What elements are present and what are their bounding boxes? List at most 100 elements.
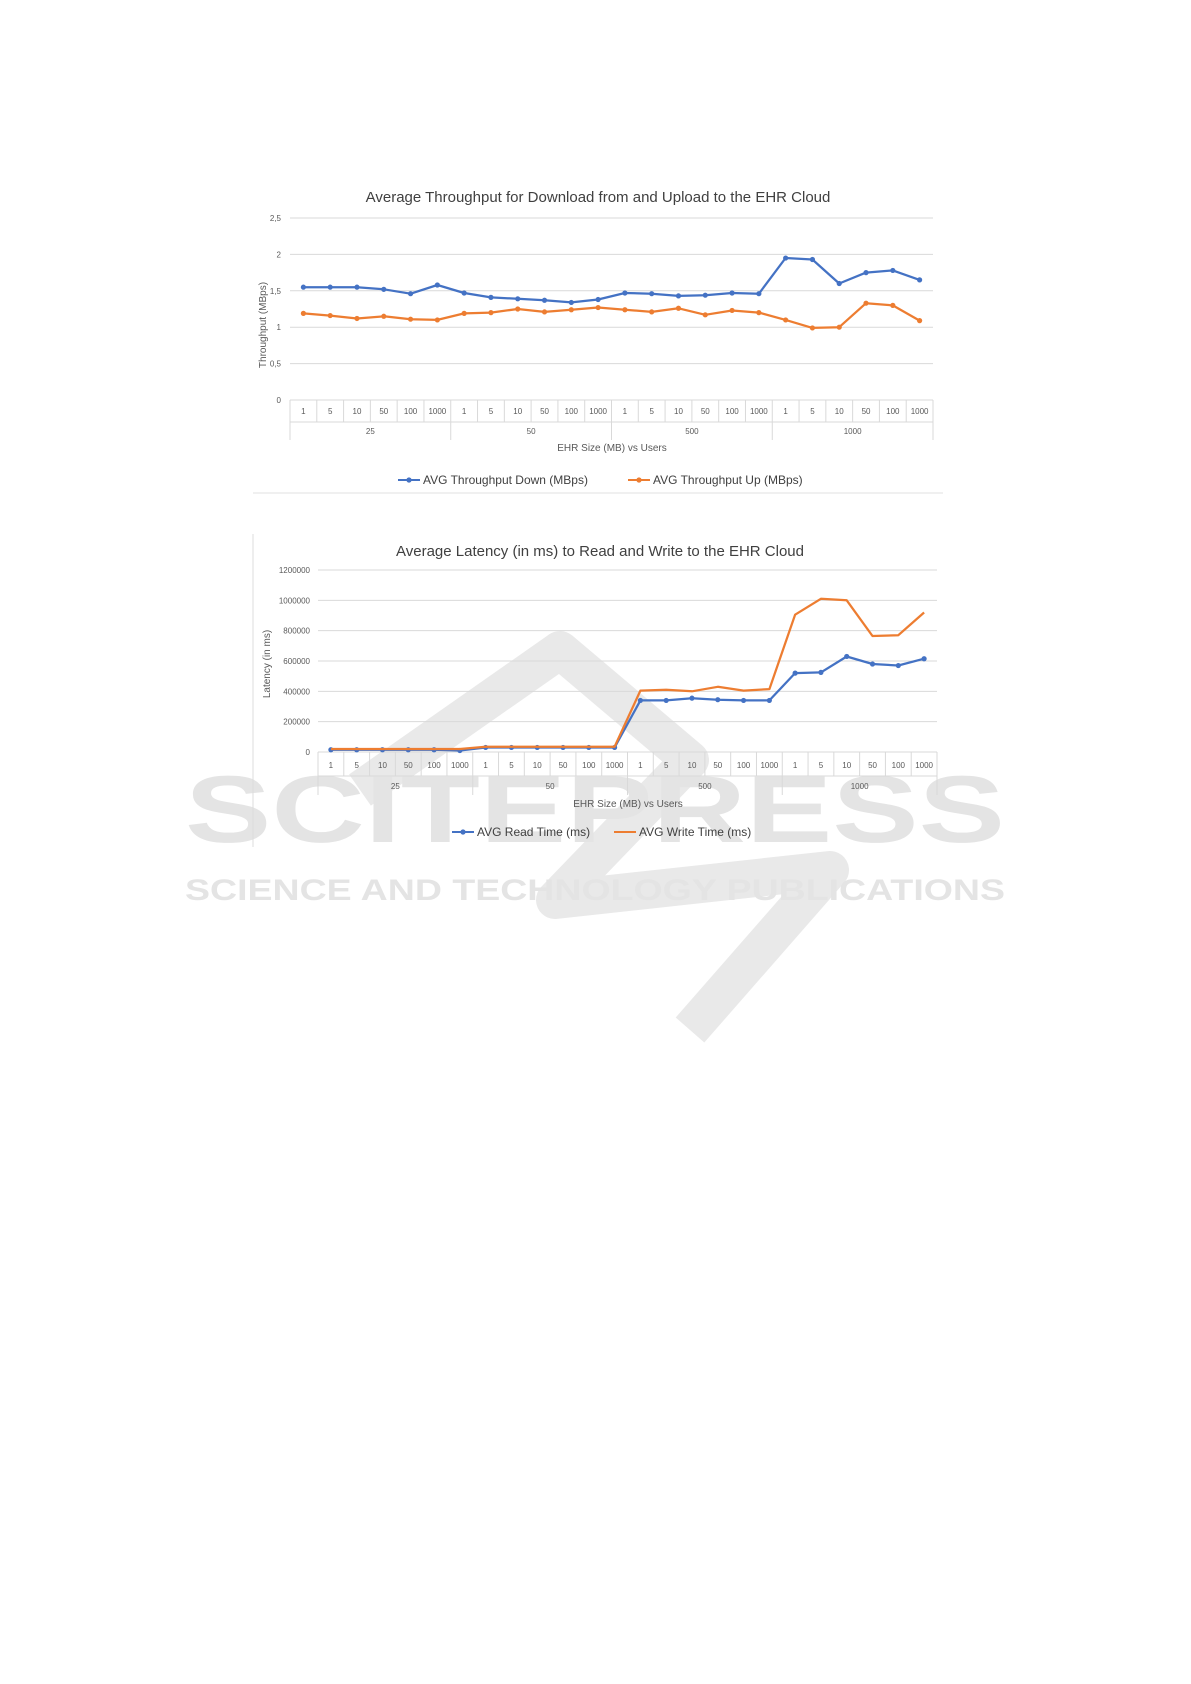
- x-tick-label: 100: [892, 761, 906, 770]
- data-point: [675, 305, 682, 311]
- data-point: [407, 316, 414, 322]
- x-tick-label: 1: [462, 407, 467, 416]
- y-tick-label: 200000: [283, 718, 310, 727]
- y-tick-label: 2,5: [270, 214, 282, 223]
- chart-title: Average Throughput for Download from and…: [366, 189, 831, 206]
- category-axis: 1 5 10 50 100 1000 1 5 10 50 100 1000 1 5 10 50 100 1000 1…: [317, 751, 938, 795]
- y-tick-label: 800000: [283, 627, 310, 636]
- data-point: [890, 302, 896, 308]
- x-tick-label: 1000: [451, 761, 469, 770]
- watermark-word: SCITEPRESS: [185, 757, 1005, 863]
- data-point: [541, 309, 548, 315]
- legend-label: AVG Throughput Down (MBps): [423, 473, 588, 487]
- y-axis-title: Latency (in ms): [262, 630, 273, 698]
- x-tick-label: 1000: [760, 761, 778, 770]
- chart-title: Average Latency (in ms) to Read and Writ…: [396, 543, 804, 560]
- y-tick-label: 400000: [283, 687, 310, 696]
- watermark-logo-shape: [349, 631, 849, 1043]
- x-tick-label: 100: [725, 407, 739, 416]
- group-label: 50: [527, 427, 536, 436]
- data-point: [649, 291, 655, 297]
- x-tick-label: 1000: [750, 407, 768, 416]
- x-tick-label: 1: [301, 407, 306, 416]
- x-tick-label: 5: [328, 407, 333, 416]
- y-axis-title: Throughput (MBps): [258, 282, 269, 368]
- data-point: [729, 307, 735, 314]
- data-point: [917, 318, 923, 324]
- data-point: [756, 310, 762, 316]
- x-tick-label: 5: [819, 761, 824, 770]
- x-tick-label: 100: [427, 761, 441, 770]
- y-tick-label: 0: [277, 396, 282, 405]
- x-tick-label: 10: [533, 761, 542, 770]
- data-point: [729, 290, 735, 296]
- data-point: [407, 291, 414, 297]
- x-tick-label: 1000: [911, 407, 929, 416]
- data-point: [702, 312, 708, 318]
- data-series: [300, 255, 923, 331]
- data-point: [568, 299, 574, 306]
- series-line: [303, 302, 921, 330]
- x-tick-label: 100: [404, 407, 418, 416]
- data-point: [381, 313, 387, 319]
- x-tick-label: 50: [540, 407, 549, 416]
- y-tick-label: 1000000: [279, 596, 311, 605]
- x-tick-label: 1000: [428, 407, 446, 416]
- legend-label: AVG Throughput Up (MBps): [653, 473, 803, 487]
- legend: AVG Read Time (ms) AVG Write Time (ms): [452, 825, 751, 839]
- data-point: [354, 315, 360, 322]
- data-point: [461, 290, 467, 296]
- data-point: [327, 284, 333, 290]
- y-tick-label: 0,5: [270, 360, 282, 369]
- x-tick-label: 5: [509, 761, 514, 770]
- x-tick-label: 10: [513, 407, 522, 416]
- x-tick-label: 1: [783, 407, 788, 416]
- group-label: 25: [366, 427, 375, 436]
- data-point: [637, 697, 643, 704]
- watermark-tagline: SCIENCE AND TECHNOLOGY PUBLICATIONS: [185, 874, 1005, 907]
- x-tick-label: 1: [638, 761, 643, 770]
- data-point: [818, 669, 824, 675]
- data-point: [381, 286, 387, 292]
- series-line: [303, 256, 920, 304]
- data-point: [783, 317, 789, 323]
- x-tick-label: 1: [329, 761, 334, 770]
- x-tick-label: 100: [565, 407, 579, 416]
- legend-marker: [636, 477, 642, 483]
- legend-marker: [460, 829, 466, 835]
- x-tick-label: 5: [810, 407, 815, 416]
- series-line: [330, 655, 925, 752]
- x-tick-label: 100: [737, 761, 751, 770]
- y-tick-label: 600000: [283, 657, 310, 666]
- x-tick-label: 50: [713, 761, 722, 770]
- legend: AVG Throughput Down (MBps) AVG Throughput…: [398, 473, 803, 487]
- y-tick-label: 1200000: [279, 566, 311, 575]
- data-point: [327, 312, 333, 319]
- data-point: [515, 306, 521, 312]
- data-point: [895, 662, 901, 669]
- x-tick-label: 1: [793, 761, 798, 770]
- data-point: [300, 310, 306, 316]
- group-label: 500: [698, 782, 712, 791]
- data-point: [844, 653, 850, 660]
- data-point: [515, 296, 521, 302]
- x-tick-label: 50: [701, 407, 710, 416]
- data-point: [649, 309, 655, 315]
- data-point: [622, 307, 628, 313]
- series-line: [330, 597, 925, 751]
- group-label: 50: [546, 782, 555, 791]
- data-point: [809, 256, 816, 263]
- data-point: [792, 670, 798, 676]
- x-tick-label: 50: [404, 761, 413, 770]
- data-point: [622, 290, 628, 296]
- data-point: [766, 697, 772, 704]
- category-axis: 1 5 10 50 100 1000 1 5 10 50 100 1000 1 5 10 50 100 1000 1…: [289, 399, 934, 440]
- data-point: [783, 255, 789, 261]
- data-point: [434, 282, 440, 288]
- group-label: 25: [391, 782, 400, 791]
- y-tick-label: 1,5: [270, 287, 282, 296]
- x-tick-label: 10: [378, 761, 387, 770]
- x-tick-label: 5: [489, 407, 494, 416]
- x-tick-label: 5: [649, 407, 654, 416]
